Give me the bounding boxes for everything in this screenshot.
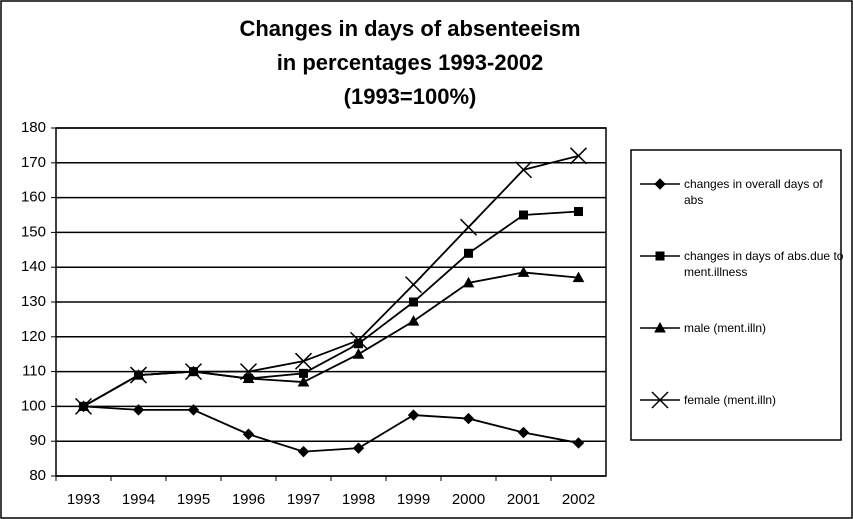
marker	[132, 404, 145, 416]
legend-label: male (ment.illn)	[684, 321, 767, 335]
marker	[459, 218, 478, 236]
marker	[184, 363, 203, 381]
x-tick-label: 1994	[122, 491, 155, 508]
marker	[297, 445, 310, 458]
y-tick-label: 140	[21, 258, 46, 275]
marker	[352, 348, 365, 359]
y-tick-label: 130	[21, 293, 46, 310]
marker	[651, 391, 669, 409]
x-tick-label: 1995	[177, 491, 210, 508]
marker	[187, 404, 200, 416]
marker	[294, 352, 313, 370]
marker	[239, 363, 258, 381]
x-tick-label: 2000	[452, 491, 485, 508]
marker	[74, 397, 93, 415]
marker	[572, 271, 585, 283]
title-line: (1993=100%)	[344, 84, 477, 109]
marker	[462, 276, 475, 288]
marker	[462, 412, 475, 425]
marker	[519, 210, 528, 220]
y-tick-label: 80	[29, 467, 46, 484]
marker	[574, 207, 583, 217]
x-tick-label: 2002	[562, 491, 595, 508]
y-tick-label: 120	[21, 328, 46, 345]
legend-box	[630, 149, 842, 441]
x-tick-label: 1996	[232, 491, 265, 508]
legend-label: changes in overall days of abs	[684, 177, 823, 207]
marker	[404, 276, 423, 294]
title-line: in percentages 1993-2002	[277, 50, 544, 75]
marker	[655, 251, 665, 261]
x-tick-label: 2001	[507, 491, 540, 508]
marker	[517, 426, 530, 439]
x-tick-label: 1998	[342, 491, 375, 508]
y-tick-label: 160	[21, 189, 46, 206]
marker	[464, 248, 473, 258]
marker	[569, 147, 588, 165]
x-tick-label: 1993	[67, 491, 100, 508]
y-tick-label: 150	[21, 223, 46, 240]
marker	[352, 442, 365, 454]
marker	[242, 372, 255, 384]
marker	[572, 437, 585, 449]
marker	[129, 366, 148, 384]
marker	[654, 321, 666, 333]
series-line	[83, 154, 579, 408]
marker	[242, 428, 255, 440]
marker	[297, 376, 310, 387]
marker	[409, 297, 418, 307]
legend-label: changes in days of abs.due to ment.illne…	[684, 249, 844, 279]
series-line	[83, 405, 579, 453]
marker	[514, 161, 533, 179]
legend-label: female (ment.illn)	[684, 393, 777, 407]
y-tick-label: 90	[29, 432, 46, 449]
title-line: Changes in days of absenteeism	[239, 16, 580, 41]
y-tick-label: 100	[21, 397, 46, 414]
y-tick-label: 180	[21, 119, 46, 136]
x-tick-label: 1997	[287, 491, 320, 508]
x-tick-label: 1999	[397, 491, 430, 508]
title: Changes in days of absenteeism in percen…	[239, 16, 580, 109]
marker	[407, 315, 420, 326]
y-tick-label: 110	[22, 363, 46, 380]
marker	[517, 266, 530, 277]
marker	[349, 331, 368, 349]
y-tick-label: 170	[21, 154, 46, 171]
marker	[407, 409, 420, 421]
marker	[654, 178, 666, 190]
